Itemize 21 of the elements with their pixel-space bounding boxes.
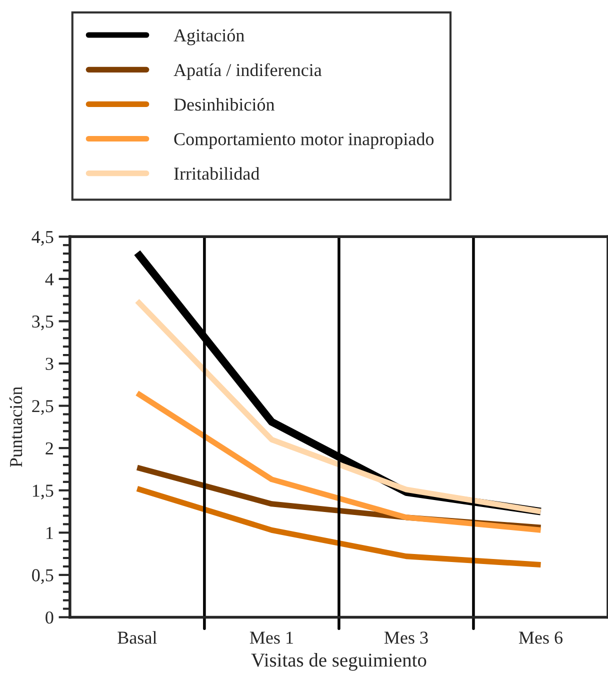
y-tick-label: 4,5 [32,231,54,246]
legend-label: Agitación [174,28,244,46]
y-axis-title: Puntuación [9,386,22,468]
y-tick-label: 0 [46,611,54,624]
y-tick-label: 2,5 [32,400,54,415]
y-tick-label: 3 [46,358,54,370]
y-tick-label: 1 [46,526,53,539]
legend-label: Apatía / indiferencia [174,63,322,80]
legend-label: Irritabilidad [174,167,260,180]
x-tick-label: Basal [118,631,157,644]
y-tick-label: 2 [46,442,53,454]
legend-label: Desinhibición [174,98,275,111]
y-tick-label: 4 [45,273,54,286]
y-tick-label: 3,5 [32,316,54,330]
x-tick-label: Mes 3 [384,632,428,644]
y-tick-label: 1,5 [32,484,54,500]
x-axis-title: Visitas de seguimiento [251,653,426,671]
x-tick-label: Mes 6 [518,632,563,644]
x-tick-label: Mes 1 [250,632,293,644]
y-tick-label: 0,5 [32,569,54,584]
legend-label: Comportamiento motor inapropiado [174,132,434,149]
